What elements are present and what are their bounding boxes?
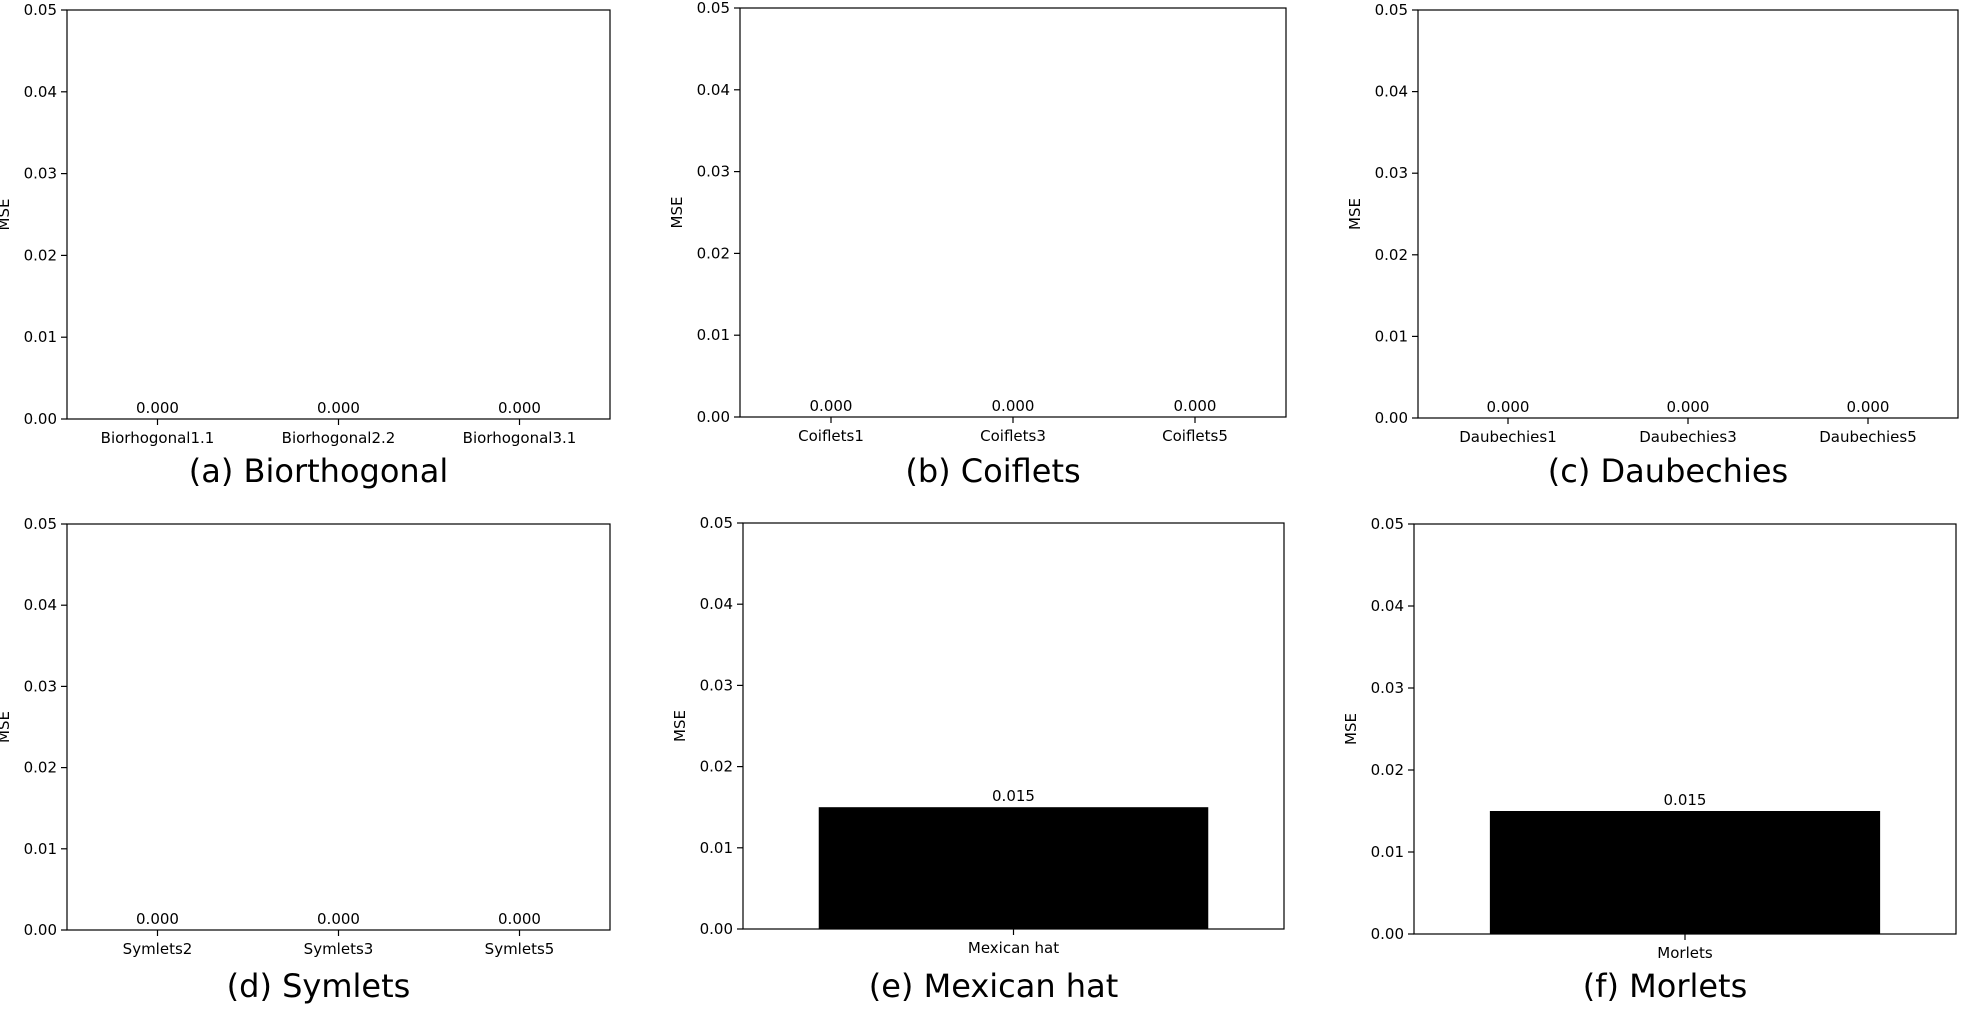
y-axis-label: MSE: [668, 197, 686, 229]
x-tick-label: Daubechies5: [1819, 428, 1917, 446]
y-tick-label: 0.04: [700, 595, 733, 613]
y-tick-label: 0.05: [24, 515, 57, 533]
x-tick-label: Daubechies3: [1639, 428, 1737, 446]
y-tick-label: 0.05: [1375, 1, 1408, 19]
data-label: 0.015: [1664, 791, 1707, 809]
subfigure-caption: (b) Coiflets: [905, 452, 1080, 490]
subfigure-caption: (e) Mexican hat: [869, 967, 1118, 1005]
data-label: 0.000: [498, 910, 541, 928]
data-label: 0.000: [136, 910, 179, 928]
data-label: 0.000: [992, 397, 1035, 415]
y-tick-label: 0.01: [1375, 327, 1408, 345]
y-tick-label: 0.01: [697, 326, 730, 344]
y-tick-label: 0.00: [1375, 409, 1408, 427]
data-label: 0.000: [1487, 398, 1530, 416]
bar: [1489, 811, 1881, 934]
y-tick-label: 0.04: [697, 81, 730, 99]
y-tick-label: 0.01: [1371, 843, 1404, 861]
x-tick-label: Symlets3: [304, 940, 374, 958]
data-label: 0.000: [1847, 398, 1890, 416]
y-tick-label: 0.01: [700, 839, 733, 857]
chart-panel-1: 0.00 0.01 0.02 0.03 0.04 0.05 MSE 0.000 Coiflets…: [668, 0, 1287, 490]
y-tick-label: 0.02: [24, 759, 57, 777]
data-label: 0.000: [317, 399, 360, 417]
y-tick-label: 0.01: [24, 840, 57, 858]
bar: [818, 807, 1209, 929]
x-tick-label: Biorhogonal3.1: [463, 429, 577, 447]
plot-frame: [739, 7, 1287, 418]
y-tick-label: 0.00: [697, 408, 730, 426]
plot-frame: [742, 522, 1285, 930]
y-axis-label: MSE: [671, 710, 689, 742]
y-tick-label: 0.03: [700, 676, 733, 694]
x-tick-label: Biorhogonal1.1: [101, 429, 215, 447]
y-tick-label: 0.03: [697, 163, 730, 181]
data-label: 0.000: [498, 399, 541, 417]
data-label: 0.000: [136, 399, 179, 417]
x-tick-label: Biorhogonal2.2: [282, 429, 396, 447]
y-tick-label: 0.04: [1375, 83, 1408, 101]
y-tick-label: 0.02: [1375, 246, 1408, 264]
plot-frame: [1413, 523, 1957, 935]
subfigure-caption: (c) Daubechies: [1548, 452, 1788, 490]
data-label: 0.015: [992, 787, 1035, 805]
data-label: 0.000: [1667, 398, 1710, 416]
data-label: 0.000: [1174, 397, 1217, 415]
y-tick-label: 0.00: [24, 921, 57, 939]
data-label: 0.000: [317, 910, 360, 928]
y-tick-label: 0.05: [697, 0, 730, 17]
y-axis-label: MSE: [0, 199, 13, 231]
plot-frame: [66, 523, 611, 931]
chart-panel-0: 0.00 0.01 0.02 0.03 0.04 0.05 MSE 0.000 Biorhogo…: [0, 1, 611, 490]
x-tick-label: Coiflets1: [798, 427, 864, 445]
y-axis-label: MSE: [1342, 713, 1360, 745]
y-tick-label: 0.05: [24, 1, 57, 19]
y-tick-label: 0.00: [700, 920, 733, 938]
chart-panel-3: 0.00 0.01 0.02 0.03 0.04 0.05 MSE 0.000 Symlets2…: [0, 515, 611, 1005]
x-tick-label: Daubechies1: [1459, 428, 1557, 446]
plot-frame: [1417, 9, 1959, 419]
y-tick-label: 0.03: [24, 165, 57, 183]
y-tick-label: 0.04: [24, 83, 57, 101]
y-tick-label: 0.04: [24, 596, 57, 614]
y-tick-label: 0.02: [700, 758, 733, 776]
subfigure-caption: (a) Biorthogonal: [189, 452, 448, 490]
x-tick-label: Morlets: [1657, 944, 1713, 962]
y-tick-label: 0.05: [700, 514, 733, 532]
x-tick-label: Mexican hat: [968, 939, 1059, 957]
x-tick-label: Symlets5: [485, 940, 555, 958]
y-tick-label: 0.00: [1371, 925, 1404, 943]
y-tick-label: 0.02: [24, 246, 57, 264]
y-tick-label: 0.03: [1371, 679, 1404, 697]
y-tick-label: 0.05: [1371, 515, 1404, 533]
subfigure-caption: (f) Morlets: [1583, 967, 1748, 1005]
subfigure-caption: (d) Symlets: [227, 967, 411, 1005]
y-tick-label: 0.03: [1375, 164, 1408, 182]
y-tick-label: 0.01: [24, 328, 57, 346]
plot-frame: [66, 9, 611, 420]
x-tick-label: Coiflets3: [980, 427, 1046, 445]
data-label: 0.000: [810, 397, 853, 415]
y-axis-label: MSE: [0, 711, 13, 743]
y-tick-label: 0.02: [1371, 761, 1404, 779]
y-tick-label: 0.00: [24, 410, 57, 428]
y-tick-label: 0.02: [697, 244, 730, 262]
x-tick-label: Symlets2: [123, 940, 193, 958]
chart-panel-5: 0.00 0.01 0.02 0.03 0.04 0.05 MSE 0.015 Morlets (…: [1342, 515, 1957, 1005]
y-tick-label: 0.03: [24, 677, 57, 695]
chart-panel-2: 0.00 0.01 0.02 0.03 0.04 0.05 MSE 0.000 Daubechi…: [1346, 1, 1959, 490]
y-axis-label: MSE: [1346, 198, 1364, 230]
chart-panel-4: 0.00 0.01 0.02 0.03 0.04 0.05 MSE 0.015 Mexican …: [671, 514, 1285, 1005]
x-tick-label: Coiflets5: [1162, 427, 1228, 445]
y-tick-label: 0.04: [1371, 597, 1404, 615]
